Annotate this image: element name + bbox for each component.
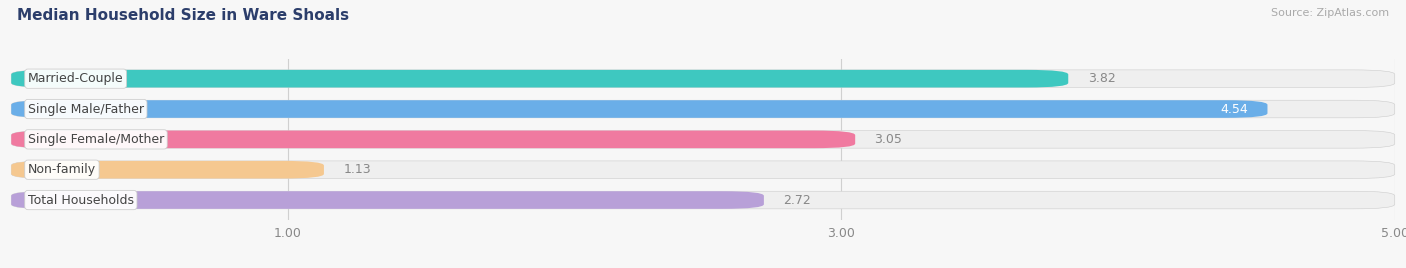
Text: Total Households: Total Households (28, 193, 134, 207)
FancyBboxPatch shape (11, 70, 1395, 87)
FancyBboxPatch shape (11, 191, 1395, 209)
FancyBboxPatch shape (11, 70, 1069, 87)
Text: Non-family: Non-family (28, 163, 96, 176)
FancyBboxPatch shape (11, 161, 323, 178)
Text: 2.72: 2.72 (783, 193, 811, 207)
Text: 4.54: 4.54 (1220, 103, 1249, 116)
Text: 3.82: 3.82 (1088, 72, 1115, 85)
Text: Median Household Size in Ware Shoals: Median Household Size in Ware Shoals (17, 8, 349, 23)
FancyBboxPatch shape (11, 100, 1267, 118)
Text: 1.13: 1.13 (343, 163, 371, 176)
Text: 3.05: 3.05 (875, 133, 903, 146)
FancyBboxPatch shape (11, 131, 855, 148)
Text: Single Female/Mother: Single Female/Mother (28, 133, 165, 146)
FancyBboxPatch shape (11, 161, 1395, 178)
Text: Source: ZipAtlas.com: Source: ZipAtlas.com (1271, 8, 1389, 18)
Text: Married-Couple: Married-Couple (28, 72, 124, 85)
Text: Single Male/Father: Single Male/Father (28, 103, 143, 116)
FancyBboxPatch shape (11, 131, 1395, 148)
FancyBboxPatch shape (11, 100, 1395, 118)
FancyBboxPatch shape (11, 191, 763, 209)
